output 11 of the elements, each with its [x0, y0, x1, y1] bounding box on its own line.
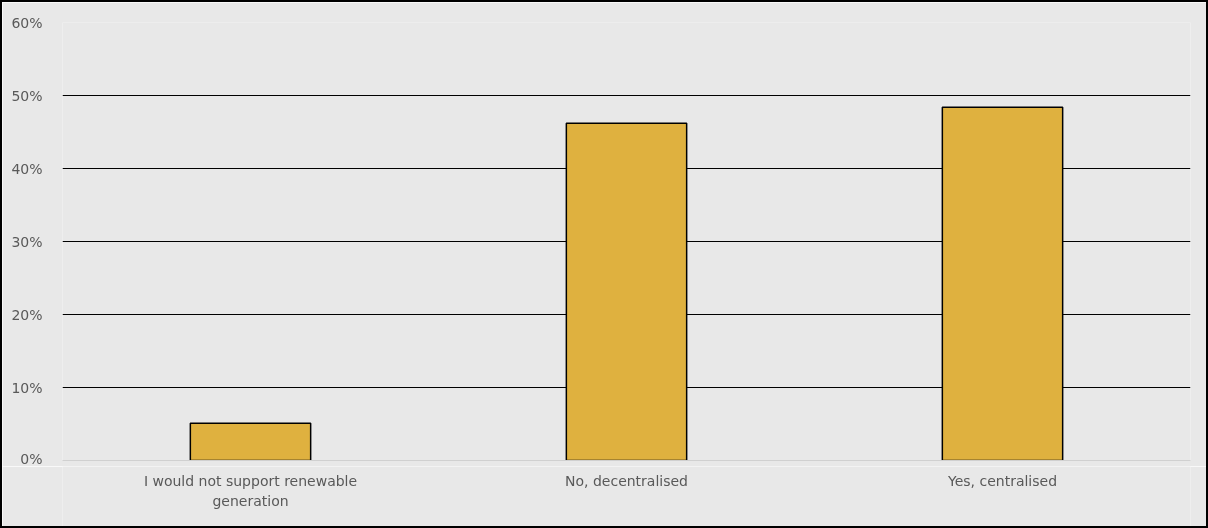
y-tick-label: 30% [11, 233, 43, 250]
x-tick-label: Yes, centralised [946, 472, 1058, 489]
y-tick-label: 60% [11, 14, 43, 31]
y-tick-label: 10% [11, 379, 43, 396]
y-tick-label: 50% [11, 87, 43, 104]
y-tick-label: 40% [11, 160, 43, 177]
y-tick-label: 0% [20, 450, 43, 467]
x-tick-label: No, decentralised [564, 472, 689, 489]
y-tick-label: 20% [11, 306, 43, 323]
bar [189, 422, 312, 461]
x-tick-label: I would not support renewable generation [143, 472, 358, 510]
